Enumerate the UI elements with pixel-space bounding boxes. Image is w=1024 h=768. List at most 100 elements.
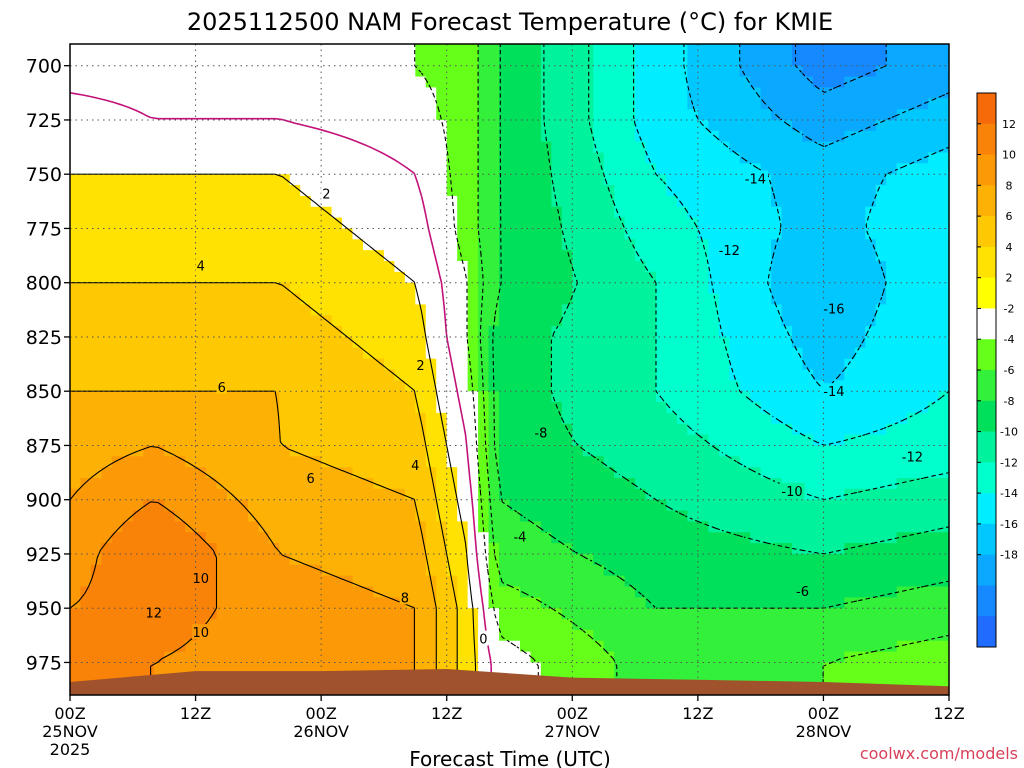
temperature-cell [656,185,668,197]
temperature-cell [656,467,668,479]
temperature-cell [373,434,385,447]
temperature-cell [928,250,940,262]
temperature-cell [865,467,877,479]
temperature-cell [226,445,239,457]
temperature-cell [101,141,113,154]
temperature-cell [875,391,887,403]
temperature-cell [404,445,416,457]
temperature-cell [760,380,772,392]
temperature-cell [247,174,259,186]
temperature-cell [258,130,270,143]
temperature-cell [268,119,280,132]
temperature-cell [509,54,521,67]
temperature-cell [771,261,783,273]
temperature-cell [467,174,479,186]
temperature-cell [122,662,134,674]
temperature-cell [519,553,532,566]
temperature-cell [530,304,542,316]
temperature-cell [603,271,615,284]
temperature-cell [457,619,469,631]
temperature-cell [938,152,949,164]
temperature-cell [363,619,375,631]
temperature-cell [886,478,898,490]
temperature-cell [624,195,636,208]
temperature-cell [70,434,82,447]
temperature-cell [624,488,636,501]
temperature-cell [917,662,929,674]
temperature-cell [635,250,647,262]
temperature-cell [383,467,395,479]
temperature-cell [90,412,102,425]
temperature-cell [122,163,134,175]
temperature-cell [132,510,144,522]
temperature-cell [614,217,626,230]
temperature-cell [750,195,762,208]
temperature-cell [530,87,542,99]
temperature-cell [436,434,448,447]
temperature-cell [750,597,762,609]
temperature-cell [718,185,730,197]
temperature-cell [802,282,814,295]
temperature-cell [750,228,762,240]
temperature-cell [656,499,668,512]
temperature-cell [457,445,469,457]
temperature-cell [289,347,301,360]
temperature-cell [101,575,113,588]
temperature-cell [331,304,343,316]
temperature-cell [656,76,668,88]
temperature-cell [718,391,730,403]
temperature-cell [342,456,354,468]
temperature-cell [467,315,479,327]
temperature-cell [792,347,804,360]
temperature-cell [206,358,218,371]
temperature-cell [792,163,804,175]
temperature-cell [425,109,437,121]
temperature-cell [331,564,343,577]
temperature-cell [70,412,82,425]
temperature-cell [300,282,312,295]
temperature-cell [122,521,134,533]
temperature-cell [708,456,720,468]
temperature-cell [907,629,919,642]
temperature-cell [697,402,709,414]
temperature-cell [300,619,312,631]
temperature-cell [488,195,500,208]
temperature-cell [540,250,552,262]
temperature-cell [823,553,835,566]
temperature-cell [603,195,615,208]
temperature-cell [446,250,458,262]
temperature-cell [917,467,929,479]
temperature-cell [907,109,919,121]
temperature-cell [258,119,270,132]
temperature-cell [540,499,552,512]
temperature-cell [865,543,877,555]
temperature-cell [865,369,877,381]
temperature-cell [540,488,552,501]
temperature-cell [519,629,532,642]
temperature-cell [875,239,887,251]
temperature-cell [540,54,552,67]
temperature-cell [206,499,218,512]
temperature-cell [833,467,845,479]
temperature-cell [279,629,291,642]
temperature-cell [415,553,427,566]
temperature-cell [854,130,866,143]
temperature-cell [551,347,563,360]
temperature-cell [394,239,406,251]
temperature-cell [886,152,898,164]
temperature-cell [310,76,322,88]
temperature-cell [509,304,521,316]
temperature-cell [363,315,375,327]
temperature-cell [833,261,845,273]
temperature-cell [593,109,605,121]
temperature-cell [310,152,322,164]
temperature-cell [781,673,793,685]
temperature-cell [750,130,762,143]
temperature-cell [415,185,427,197]
temperature-cell [101,402,113,414]
temperature-cell [216,651,228,664]
temperature-cell [363,65,375,78]
temperature-cell [656,532,668,544]
temperature-cell [833,195,845,208]
temperature-cell [70,445,82,457]
